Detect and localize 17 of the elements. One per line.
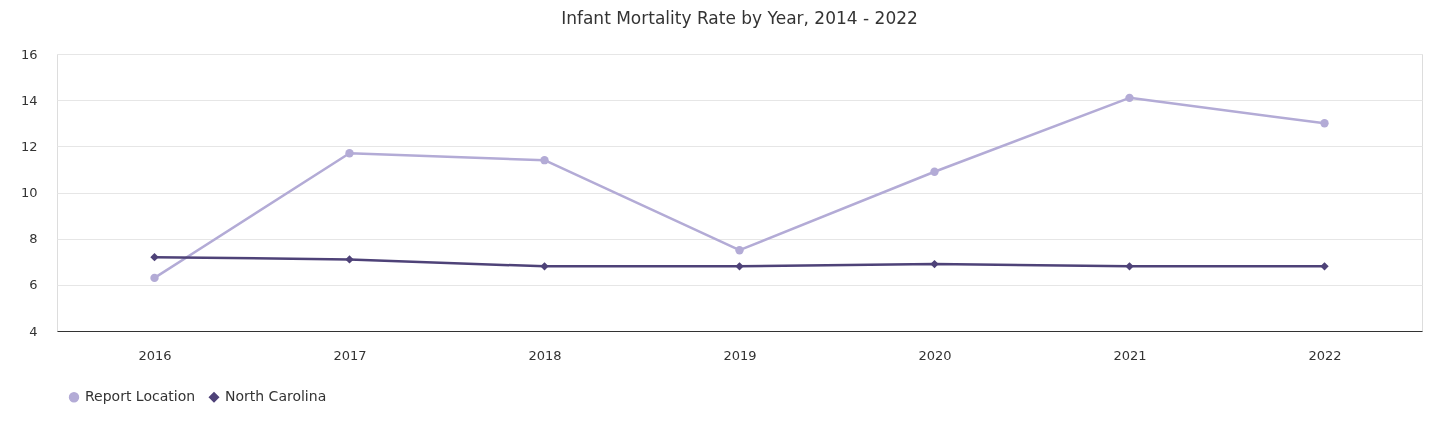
x-tick-label: 2019 bbox=[723, 347, 757, 363]
x-tick-label: 2016 bbox=[138, 347, 172, 363]
y-tick-label: 16 bbox=[20, 46, 38, 62]
y-tick-label: 4 bbox=[29, 323, 38, 339]
y-tick-label: 10 bbox=[20, 185, 38, 200]
x-tick-label: 2017 bbox=[333, 347, 367, 363]
x-tick-label: 2021 bbox=[1113, 347, 1147, 363]
y-tick-label: 8 bbox=[29, 231, 38, 247]
legend-label: North Carolina bbox=[225, 388, 327, 405]
y-tick-label: 12 bbox=[20, 138, 38, 154]
x-tick-label: 2020 bbox=[918, 347, 952, 363]
chart-title: Infant Mortality Rate by Year, 2014 - 2022 bbox=[561, 8, 918, 28]
x-tick-label: 2022 bbox=[1308, 347, 1342, 363]
y-tick-label: 6 bbox=[29, 277, 38, 293]
y-tick-label: 14 bbox=[20, 92, 38, 108]
legend-label: Report Location bbox=[85, 388, 196, 405]
x-tick-label: 2018 bbox=[528, 347, 562, 363]
